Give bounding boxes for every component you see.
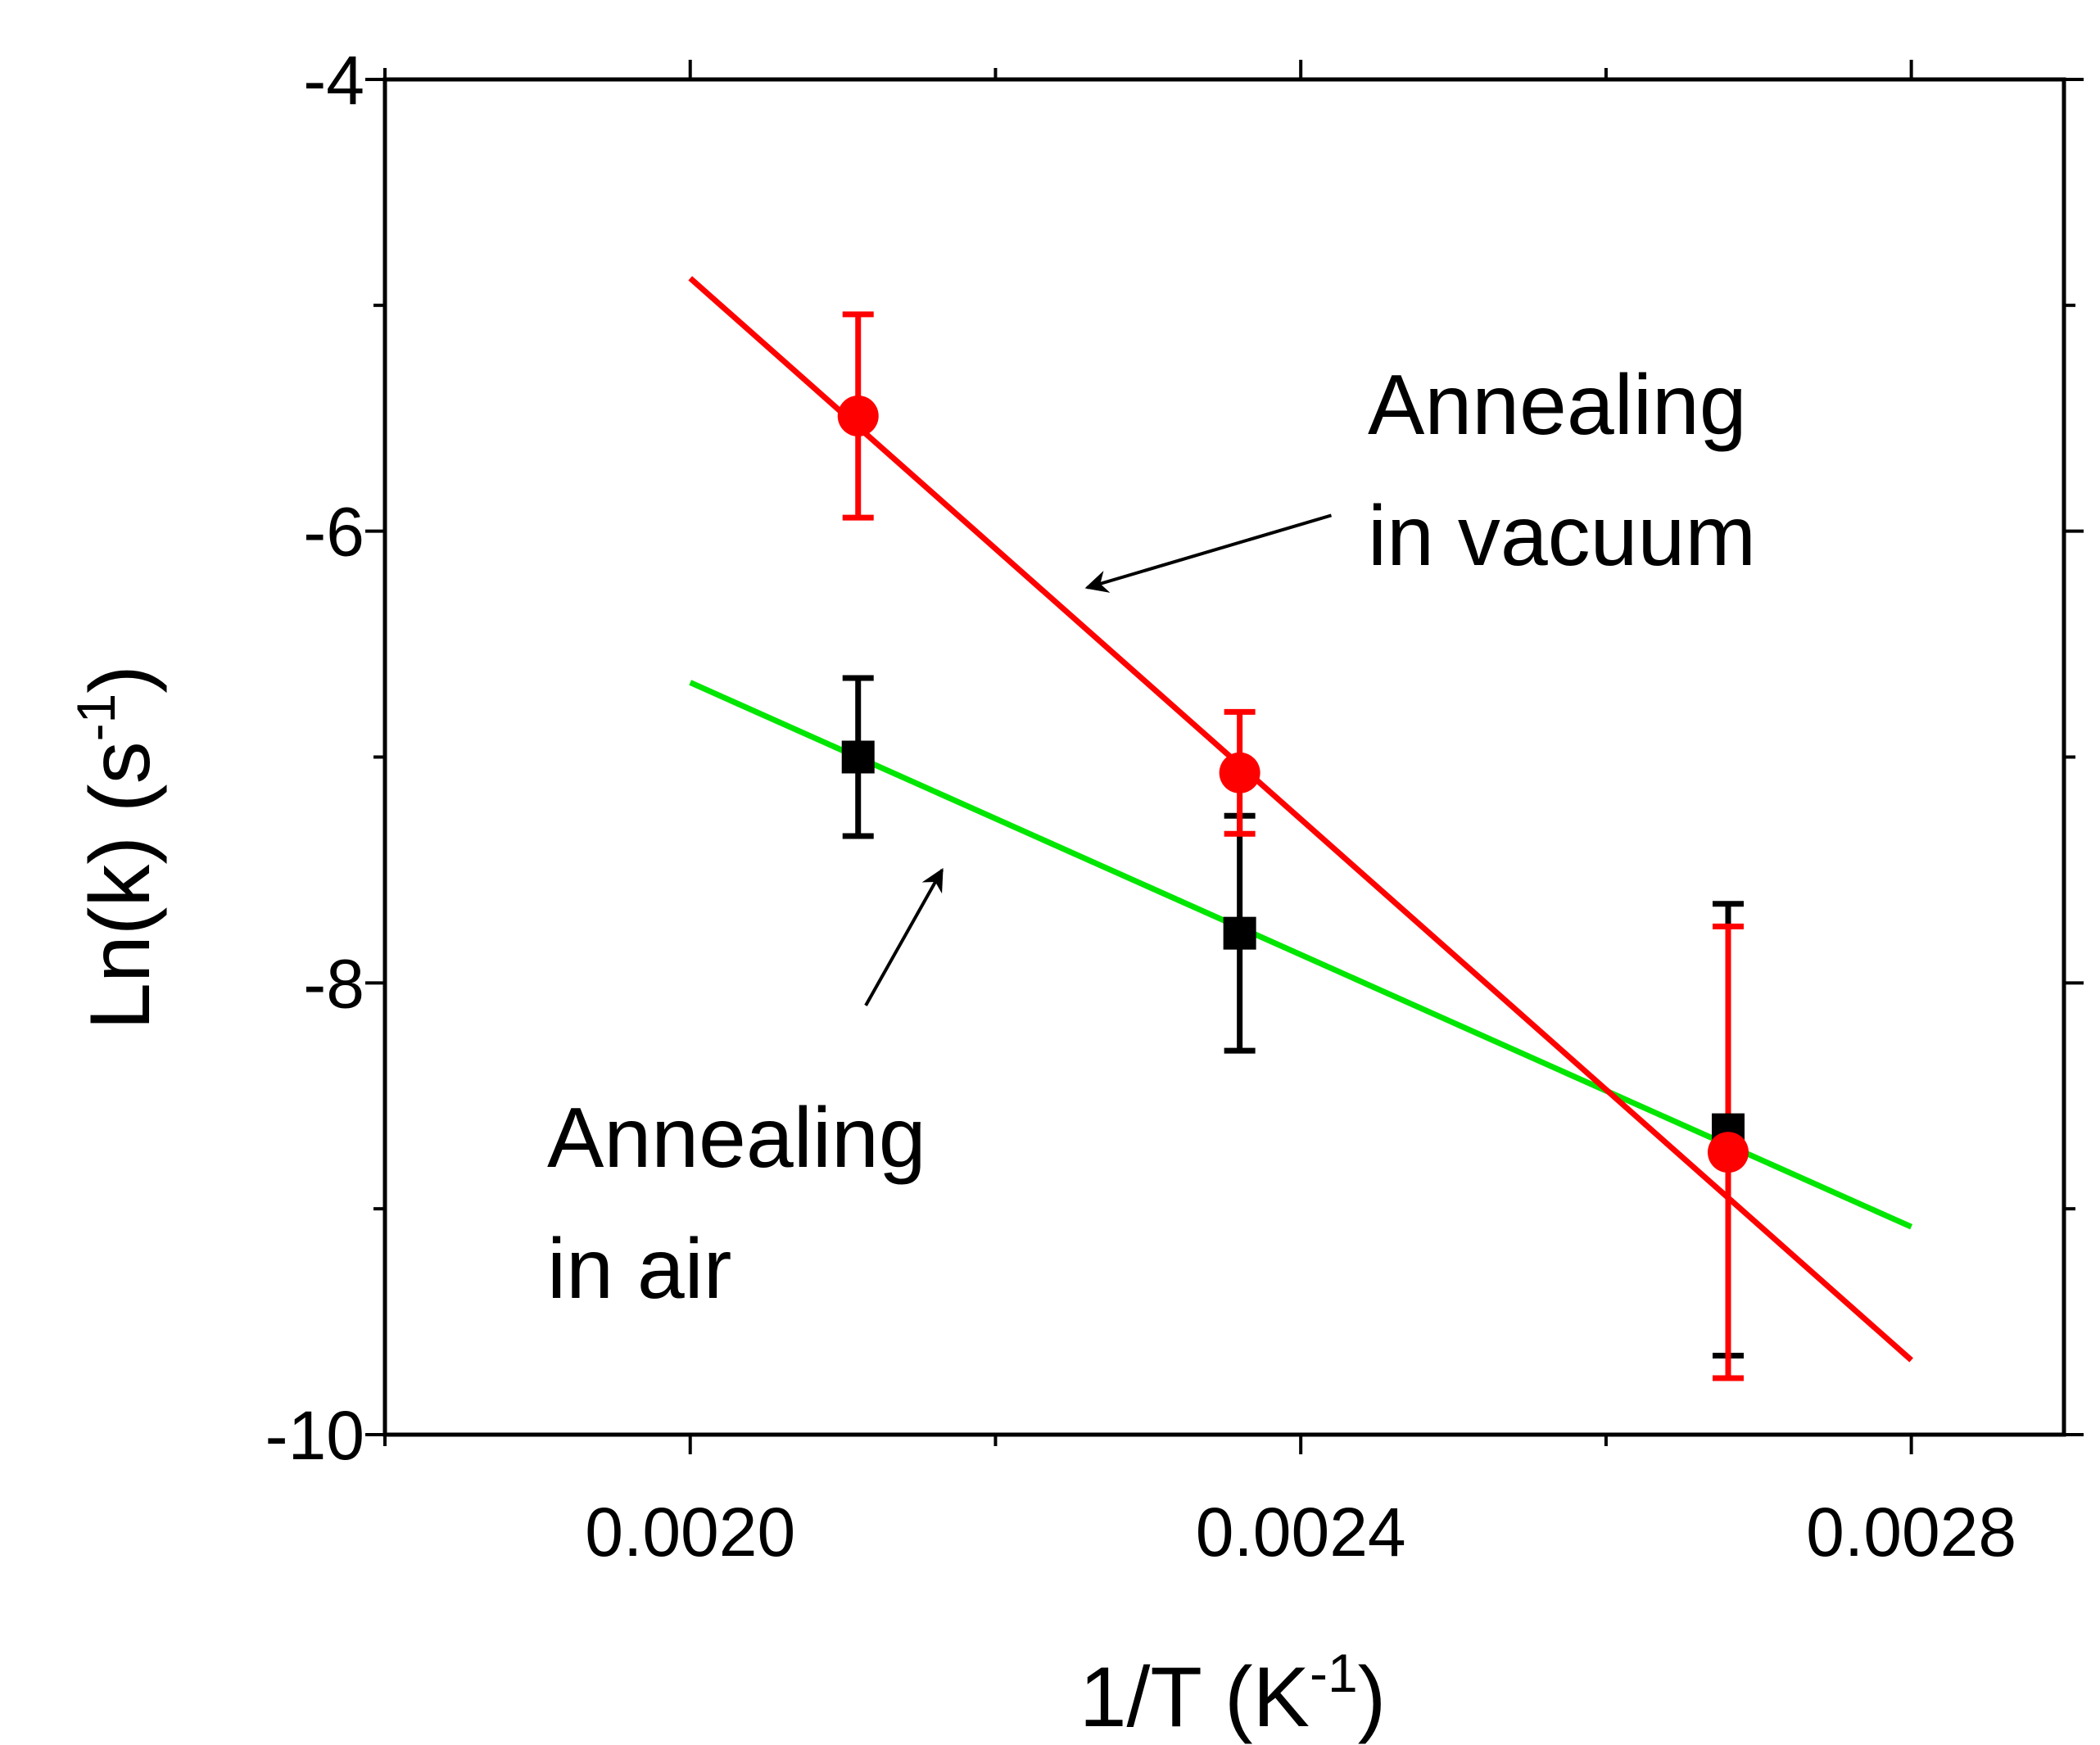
vacuum-data-point [1708, 1132, 1749, 1173]
error-bars [842, 311, 1744, 1381]
x-axis-label-superscript: -1 [1310, 1643, 1358, 1703]
markers [837, 395, 1749, 1173]
vacuum-annotation-line: Annealing [1368, 358, 1747, 453]
tick-labels: 0.0020 0.0024 0.0028 -10 -8 -6 -4 [265, 42, 2017, 1571]
air-data-point [841, 740, 875, 774]
air-annotation-line: in air [547, 1222, 731, 1317]
fit-lines [688, 276, 1913, 1363]
x-axis-label-text: 1/T (K [1079, 1650, 1310, 1745]
vacuum-data-point [1219, 752, 1260, 793]
y-tick-label: -8 [303, 945, 364, 1022]
y-axis-label-superscript: -1 [66, 694, 126, 742]
y-axis-label-text: Ln(k) (s [73, 741, 168, 1029]
x-axis-label-close: ) [1358, 1650, 1387, 1745]
axis-ticks [365, 60, 2084, 1454]
air-annotation-arrow [864, 867, 944, 1006]
y-axis-label: Ln(k) (s-1) [66, 665, 168, 1030]
vacuum-fit-line [688, 276, 1913, 1363]
vacuum-annotation-text: Annealing in vacuum [1368, 358, 1756, 584]
y-axis-label-close: ) [73, 665, 168, 694]
annotations: Annealing in vacuum Annealing in air [547, 358, 1756, 1317]
air-data-point [1223, 916, 1256, 950]
y-tick-label: -10 [265, 1397, 364, 1474]
vacuum-annotation-line: in vacuum [1368, 489, 1756, 584]
y-tick-label: -4 [303, 42, 364, 119]
x-tick-label: 0.0028 [1806, 1494, 2016, 1571]
x-tick-label: 0.0024 [1196, 1494, 1406, 1571]
x-axis-label: 1/T (K-1) [1079, 1643, 1387, 1745]
vacuum-annotation-arrow [1084, 513, 1333, 593]
y-tick-label: -6 [303, 494, 364, 571]
air-annotation-text: Annealing in air [547, 1091, 926, 1317]
air-fit-line [689, 680, 1913, 1230]
vacuum-data-point [837, 395, 879, 436]
air-annotation-line: Annealing [547, 1091, 926, 1186]
x-tick-label: 0.0020 [585, 1494, 795, 1571]
